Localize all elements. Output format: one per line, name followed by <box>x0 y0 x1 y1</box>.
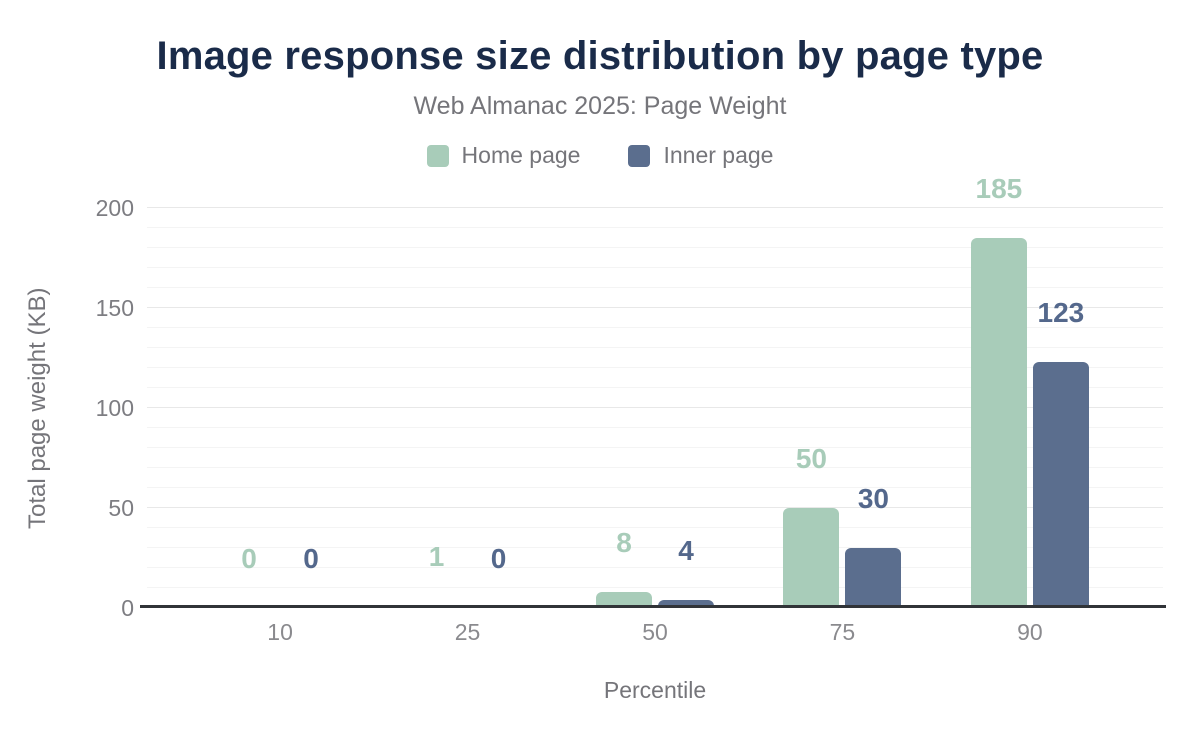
x-axis-title: Percentile <box>603 677 707 703</box>
gridline-160 <box>147 287 1163 288</box>
y-tick-label-100: 100 <box>95 395 134 421</box>
gridline-20 <box>147 567 1163 568</box>
data-label-home-page-p25: 1 <box>428 541 445 572</box>
bar-home-page-p75 <box>783 508 840 608</box>
home-page-swatch-icon <box>426 144 449 167</box>
x-tick-label-90: 90 <box>1017 619 1043 645</box>
bar-inner-page-p75 <box>845 548 902 608</box>
gridline-90 <box>147 427 1163 428</box>
chart-title: Image response size distribution by page… <box>156 34 1044 78</box>
gridline-180 <box>147 247 1163 248</box>
data-label-inner-page-p90: 123 <box>1037 297 1085 328</box>
bar-home-page-p50 <box>596 592 652 608</box>
data-label-inner-page-p10: 0 <box>303 543 319 574</box>
bar-home-page-p90 <box>970 238 1027 608</box>
y-tick-label-150: 150 <box>95 295 134 321</box>
gridline-110 <box>147 387 1163 388</box>
gridline-70 <box>147 467 1163 468</box>
y-tick-label-200: 200 <box>95 195 134 221</box>
legend: Home page Inner page <box>0 142 1200 169</box>
data-label-inner-page-p50: 4 <box>678 535 694 566</box>
gridline-190 <box>147 227 1163 228</box>
gridline-40 <box>147 527 1163 528</box>
x-tick-label-75: 75 <box>829 619 856 645</box>
y-tick-label-0: 0 <box>121 595 134 621</box>
chart-subtitle: Web Almanac 2025: Page Weight <box>413 92 787 120</box>
x-tick-label-25: 25 <box>454 619 481 645</box>
gridline-130 <box>147 347 1163 348</box>
legend-label-home-page: Home page <box>461 142 581 168</box>
x-tick-label-50: 50 <box>642 619 668 645</box>
inner-page-swatch-icon <box>628 144 651 167</box>
y-axis-ticks: 0 50 100 150 200 <box>0 195 134 621</box>
x-axis-line <box>140 605 1166 608</box>
gridline-140 <box>147 327 1163 328</box>
gridline-100 <box>147 407 1163 408</box>
legend-item-home-page[interactable]: Home page <box>426 142 581 169</box>
plot-area: 0 0 1 0 8 4 50 30 185 123 <box>147 175 1163 608</box>
gridline-50 <box>147 507 1163 508</box>
data-label-home-page-p90: 185 <box>975 173 1023 204</box>
bar-inner-page-p50 <box>658 600 714 608</box>
data-label-home-page-p50: 8 <box>616 527 632 558</box>
gridline-120 <box>147 367 1163 368</box>
gridline-170 <box>147 267 1163 268</box>
gridline-30 <box>147 547 1163 548</box>
gridline-60 <box>147 487 1163 488</box>
gridline-80 <box>147 447 1163 448</box>
gridline-200 <box>147 207 1163 208</box>
data-label-home-page-p10: 0 <box>241 543 257 574</box>
data-label-inner-page-p75: 30 <box>857 483 890 514</box>
legend-item-inner-page[interactable]: Inner page <box>628 142 773 169</box>
gridline-10 <box>147 587 1163 588</box>
legend-label-inner-page: Inner page <box>663 142 774 168</box>
data-label-inner-page-p25: 0 <box>490 543 507 574</box>
y-tick-label-50: 50 <box>108 495 134 521</box>
bar-inner-page-p90 <box>1032 362 1089 608</box>
x-axis-ticks: 10 25 50 75 90 <box>147 619 1163 649</box>
data-label-home-page-p75: 50 <box>795 443 828 474</box>
x-tick-label-10: 10 <box>267 619 293 645</box>
gridline-150 <box>147 307 1163 308</box>
